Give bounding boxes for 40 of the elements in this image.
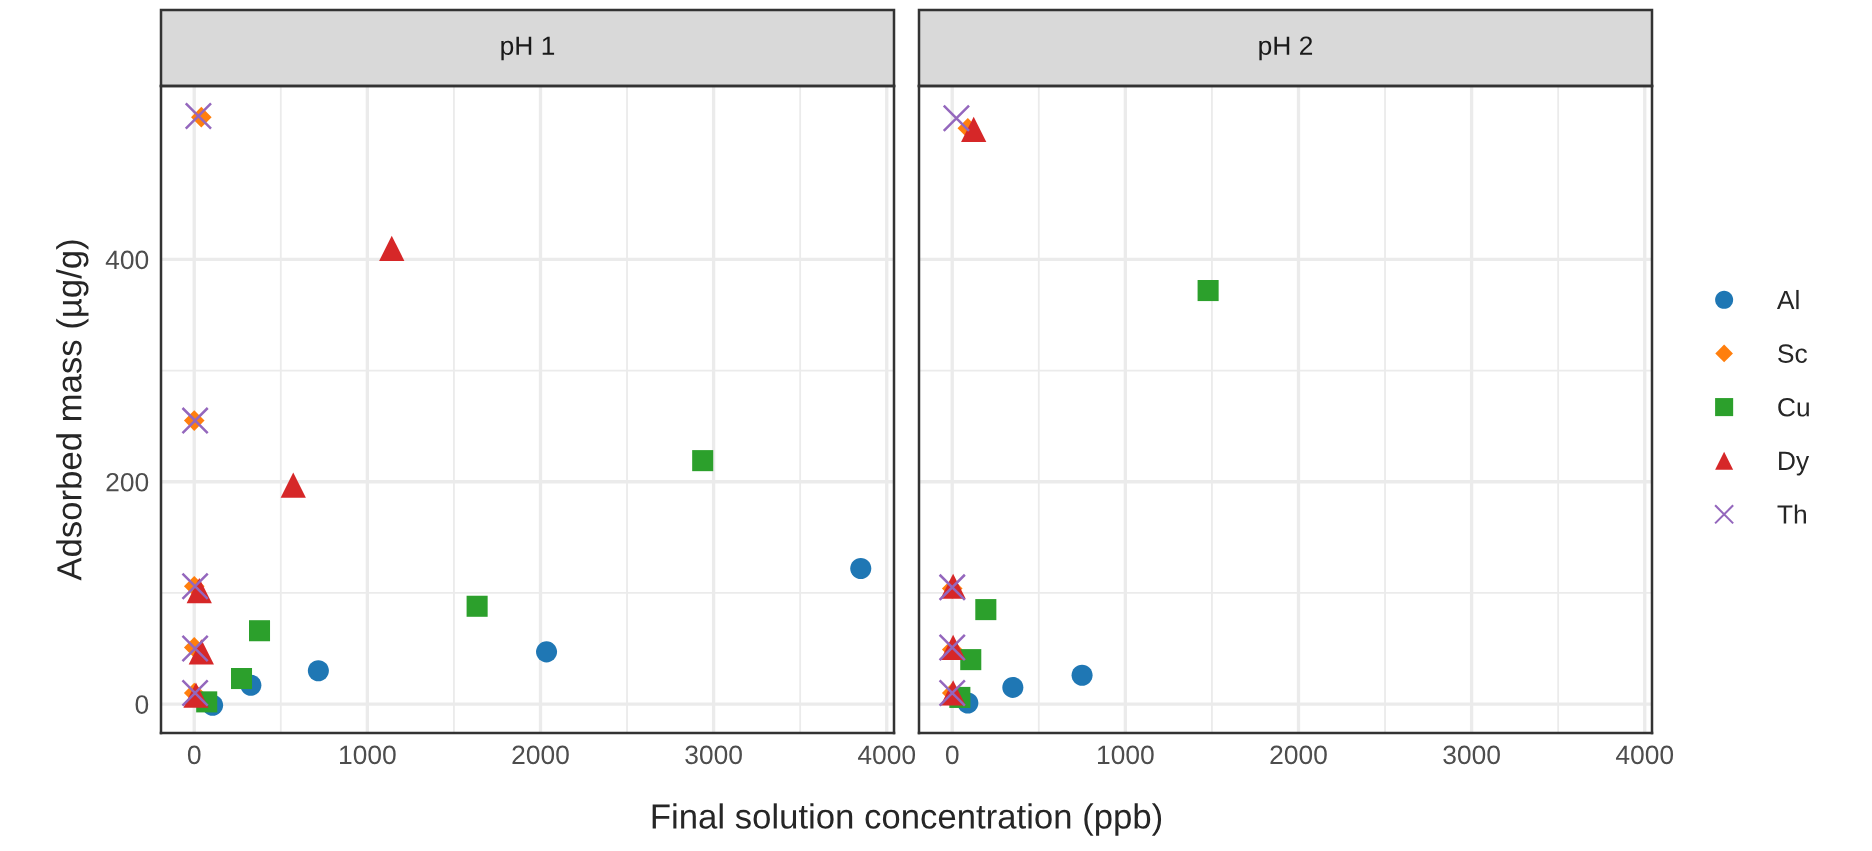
y-tick-label: 0 [135, 695, 149, 714]
point [961, 116, 987, 142]
point [248, 620, 271, 642]
x-tick-label: 2000 [512, 745, 569, 765]
point [850, 557, 872, 579]
x-tick-label: 4000 [1615, 745, 1674, 765]
point [1197, 280, 1219, 302]
x-tick-label: 3000 [1443, 745, 1500, 765]
chart-title: pH 2 [1259, 36, 1313, 61]
chart-title: pH 1 [501, 36, 555, 61]
point [536, 641, 558, 663]
y-axis-title: Adsorbed mass (µg/g) [56, 240, 89, 581]
legend-label: Al [1776, 289, 1799, 310]
legend-label: Dy [1779, 451, 1810, 476]
x-tick-label: 4000 [857, 745, 916, 765]
point [379, 235, 405, 261]
legend-label: Sc [1778, 344, 1808, 363]
x-tick-label: 0 [945, 745, 959, 765]
x-tick-label: 1000 [340, 745, 396, 765]
point [1071, 664, 1093, 686]
x-axis-title: Final solution concentration (ppb) [652, 803, 1162, 836]
legend-label: Cu [1778, 397, 1809, 417]
point [960, 649, 982, 671]
x-tick-label: 1000 [1098, 745, 1154, 765]
point [181, 634, 209, 663]
y-tick-label: 400 [105, 250, 149, 270]
point [230, 668, 253, 690]
point [942, 104, 971, 133]
point [280, 472, 306, 498]
x-tick-label: 0 [187, 745, 201, 765]
point [692, 450, 714, 472]
y-tick-label: 200 [106, 472, 149, 492]
point [307, 660, 329, 682]
legend-label: Th [1777, 504, 1806, 524]
point [466, 595, 488, 617]
x-tick-label: 3000 [685, 745, 742, 765]
point [184, 102, 213, 130]
point [1002, 676, 1024, 698]
point [975, 599, 997, 621]
x-tick-label: 2000 [1270, 745, 1327, 765]
